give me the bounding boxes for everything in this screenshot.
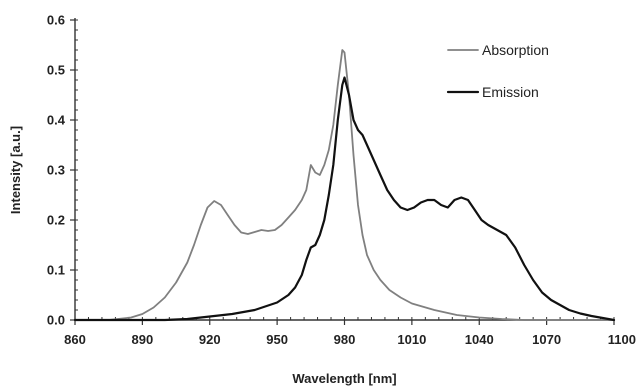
y-tick-label: 0.5 (47, 63, 65, 78)
legend-label-absorption: Absorption (482, 42, 549, 58)
x-tick-label: 890 (132, 332, 154, 347)
x-tick-label: 1010 (397, 332, 426, 347)
data-series (73, 49, 616, 322)
tick-labels: 0.0 0.1 0.2 0.3 0.4 0.5 0.6 860 890 920 950 980 1010… (47, 13, 636, 348)
y-tick-label: 0.4 (47, 113, 66, 128)
axes (74, 18, 614, 321)
x-tick-label: 920 (199, 332, 221, 347)
x-axis-title: Wavelength [nm] (292, 371, 396, 386)
series-line-emission (73, 76, 616, 322)
y-tick-label: 0.6 (47, 13, 65, 28)
series-line-absorption (74, 49, 615, 321)
legend-label-emission: Emission (482, 84, 539, 100)
legend: Absorption Emission (446, 42, 549, 100)
y-tick-label: 0.3 (47, 163, 65, 178)
x-tick-label: 980 (334, 332, 356, 347)
y-tick-label: 0.1 (47, 263, 65, 278)
x-tick-label: 1040 (465, 332, 494, 347)
tick-marks (70, 19, 615, 325)
x-tick-label: 950 (266, 332, 288, 347)
y-tick-label: 0.0 (47, 313, 65, 328)
x-tick-label: 1070 (532, 332, 561, 347)
y-axis-title: Intensity [a.u.] (8, 126, 23, 214)
x-tick-label: 860 (64, 332, 86, 347)
x-tick-label: 1100 (608, 332, 636, 347)
y-tick-label: 0.2 (47, 213, 65, 228)
